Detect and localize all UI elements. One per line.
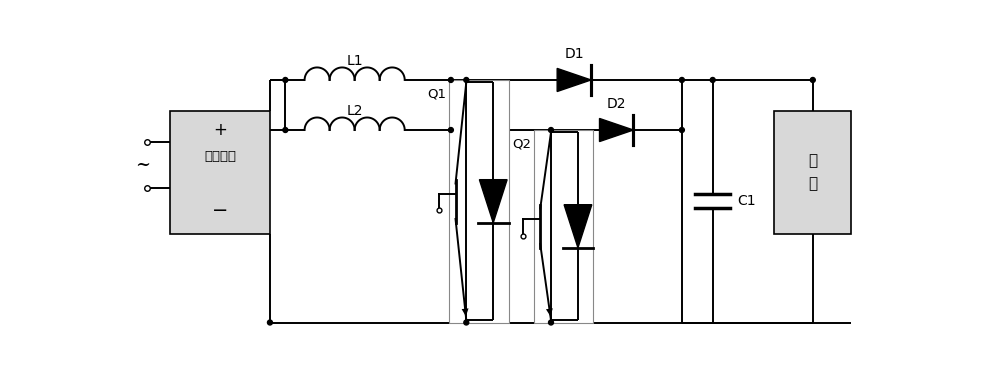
Bar <box>774 111 851 234</box>
Text: L2: L2 <box>346 104 363 118</box>
Polygon shape <box>557 68 591 91</box>
Bar <box>170 111 270 234</box>
Polygon shape <box>462 308 469 316</box>
Text: +: + <box>213 121 227 139</box>
Circle shape <box>679 78 684 83</box>
Circle shape <box>549 320 553 325</box>
Circle shape <box>679 127 684 132</box>
Circle shape <box>464 78 469 83</box>
Circle shape <box>283 127 288 132</box>
Polygon shape <box>600 118 633 142</box>
Circle shape <box>810 78 815 83</box>
Text: D2: D2 <box>607 97 626 111</box>
Text: C1: C1 <box>738 194 756 208</box>
Circle shape <box>710 78 715 83</box>
Text: Q2: Q2 <box>512 138 531 151</box>
Text: 整流电路: 整流电路 <box>204 151 236 164</box>
Bar <box>534 130 593 323</box>
Text: ~: ~ <box>135 156 150 174</box>
Circle shape <box>464 320 469 325</box>
Text: D1: D1 <box>564 47 584 61</box>
Circle shape <box>283 78 288 83</box>
Circle shape <box>267 320 272 325</box>
Text: Q1: Q1 <box>427 88 446 101</box>
Text: L1: L1 <box>346 55 363 68</box>
Text: 负: 负 <box>808 153 817 168</box>
Circle shape <box>549 127 553 132</box>
Text: 载: 载 <box>808 176 817 191</box>
Polygon shape <box>479 180 507 223</box>
Polygon shape <box>546 308 553 316</box>
Circle shape <box>448 78 453 83</box>
Polygon shape <box>564 205 592 248</box>
Text: −: − <box>212 201 228 220</box>
Circle shape <box>448 127 453 132</box>
Bar <box>449 80 509 323</box>
